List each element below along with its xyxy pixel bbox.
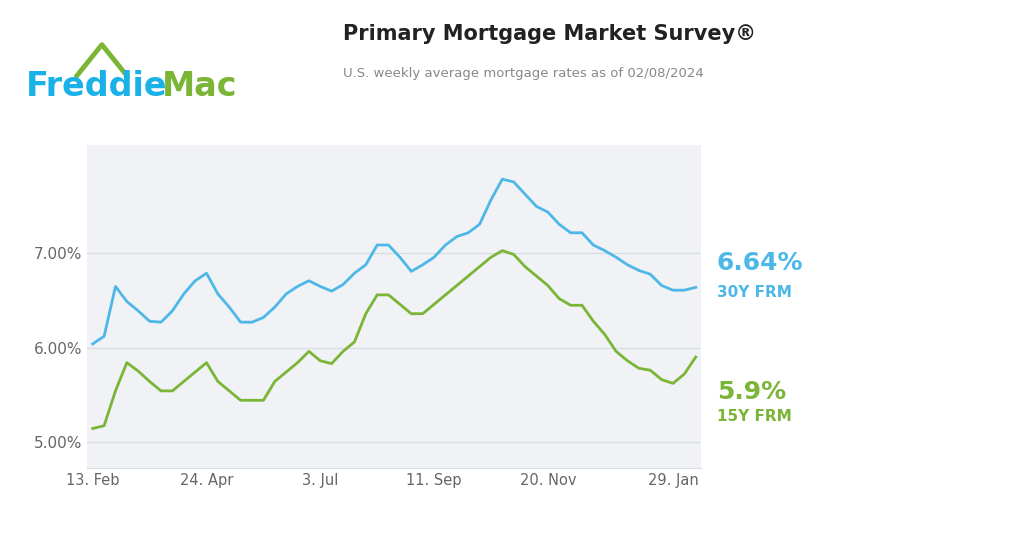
Text: Freddie: Freddie bbox=[26, 70, 167, 103]
Text: 15Y FRM: 15Y FRM bbox=[717, 409, 792, 424]
Text: Primary Mortgage Market Survey®: Primary Mortgage Market Survey® bbox=[343, 24, 756, 44]
Text: 30Y FRM: 30Y FRM bbox=[717, 285, 792, 300]
Text: Mac: Mac bbox=[162, 70, 238, 103]
Text: U.S. weekly average mortgage rates as of 02/08/2024: U.S. weekly average mortgage rates as of… bbox=[343, 67, 703, 80]
Text: 6.64%: 6.64% bbox=[717, 251, 803, 275]
Text: 5.9%: 5.9% bbox=[717, 380, 786, 404]
